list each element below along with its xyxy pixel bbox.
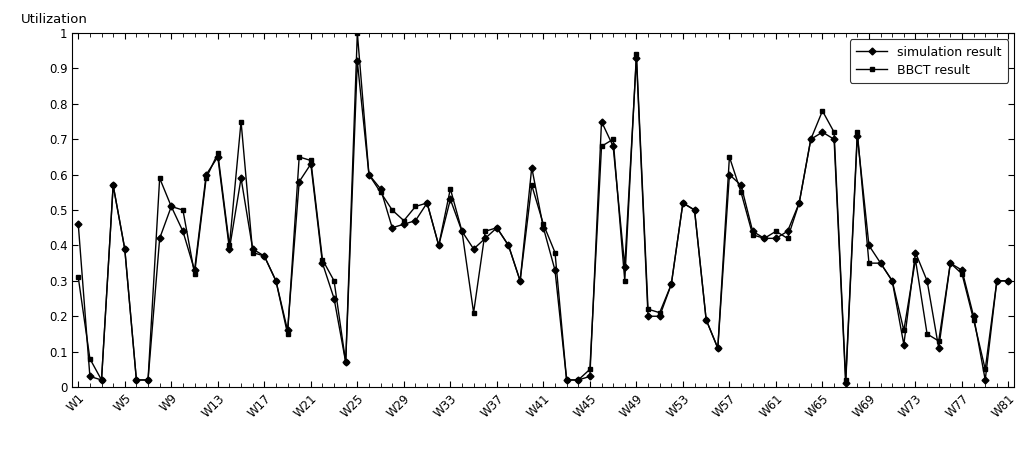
Legend: simulation result, BBCT result: simulation result, BBCT result: [850, 39, 1008, 83]
simulation result: [630, 55, 643, 60]
Line: simulation result: simulation result: [76, 55, 1011, 386]
BBCT result: [781, 236, 794, 241]
simulation result: [1002, 278, 1014, 284]
BBCT result: [95, 377, 108, 383]
BBCT result: [351, 30, 363, 36]
BBCT result: [851, 129, 863, 135]
simulation result: [933, 345, 945, 351]
Line: BBCT result: BBCT result: [76, 31, 1011, 382]
BBCT result: [1002, 278, 1014, 284]
simulation result: [839, 380, 852, 386]
simulation result: [851, 133, 863, 139]
BBCT result: [607, 136, 619, 142]
simulation result: [584, 373, 596, 379]
simulation result: [666, 281, 678, 287]
BBCT result: [897, 328, 910, 333]
simulation result: [897, 342, 910, 347]
Text: Utilization: Utilization: [21, 13, 88, 26]
BBCT result: [677, 200, 689, 206]
BBCT result: [933, 338, 945, 344]
simulation result: [72, 221, 85, 227]
simulation result: [770, 236, 782, 241]
BBCT result: [72, 274, 85, 280]
